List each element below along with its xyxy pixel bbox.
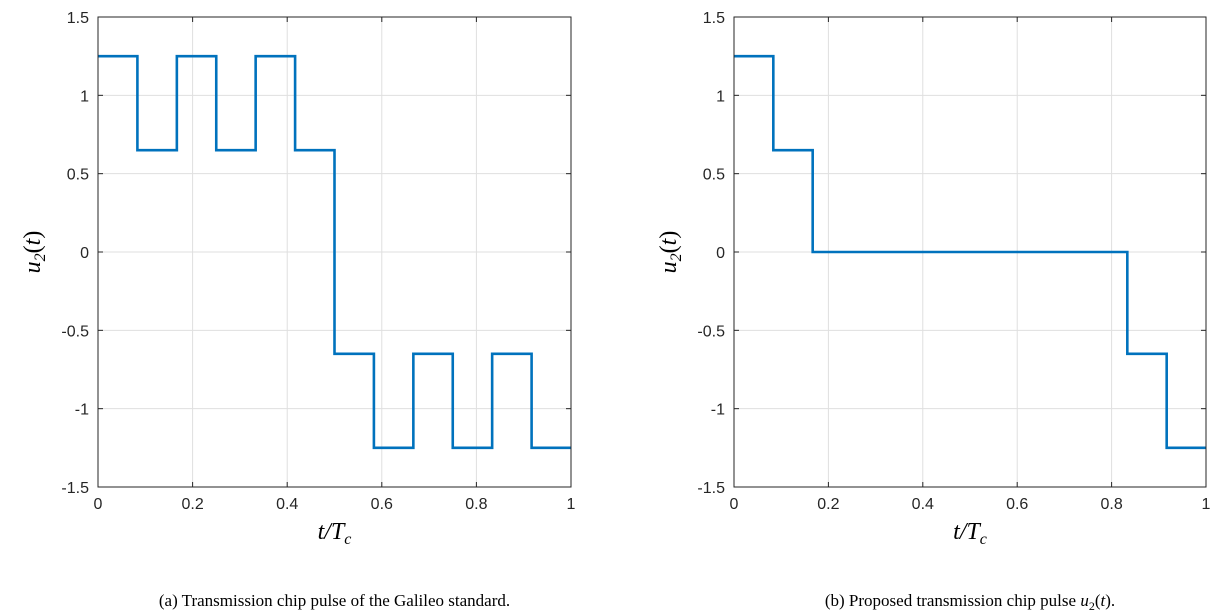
y-tick-label-5: 1 xyxy=(80,88,89,105)
x-tick-label-2: 0.4 xyxy=(276,496,298,513)
series-line-0 xyxy=(98,54,571,450)
x-tick-label-0: 0 xyxy=(94,496,103,513)
y-tick-label-6: 1.5 xyxy=(703,10,725,27)
y-tick-label-2: -0.5 xyxy=(61,323,89,340)
y-tick-label-4: 0.5 xyxy=(67,167,89,184)
x-tick-label-0: 0 xyxy=(730,496,739,513)
y-tick-label-2: -0.5 xyxy=(697,323,725,340)
chart-panel-0: 0 0.2 0.4 0.6 0.8 1 -1.5 -1 -0.5 0 0.5 1 1.5 t/Tc u2(t… xyxy=(20,10,576,610)
x-tick-label-1: 0.2 xyxy=(181,496,203,513)
y-tick-label-1: -1 xyxy=(711,402,725,419)
y-tick-label-0: -1.5 xyxy=(697,480,725,497)
y-tick-label-5: 1 xyxy=(716,88,725,105)
y-tick-label-3: 0 xyxy=(80,245,89,262)
y-axis-label: u2(t) xyxy=(20,231,49,274)
x-tick-label-1: 0.2 xyxy=(817,496,839,513)
chart-panel-1: 0 0.2 0.4 0.6 0.8 1 -1.5 -1 -0.5 0 0.5 1 1.5 t/Tc u2(t… xyxy=(656,10,1211,613)
x-tick-label-4: 0.8 xyxy=(465,496,487,513)
y-tick-label-3: 0 xyxy=(716,245,725,262)
y-tick-label-1: -1 xyxy=(75,402,89,419)
x-tick-label-3: 0.6 xyxy=(371,496,393,513)
y-tick-label-4: 0.5 xyxy=(703,167,725,184)
figure-caption: (a) Transmission chip pulse of the Galil… xyxy=(159,591,510,610)
x-axis-label: t/Tc xyxy=(953,519,987,548)
x-tick-label-2: 0.4 xyxy=(912,496,934,513)
series-line-0 xyxy=(734,54,1206,450)
x-tick-label-4: 0.8 xyxy=(1100,496,1122,513)
x-tick-label-5: 1 xyxy=(1202,496,1211,513)
y-tick-label-0: -1.5 xyxy=(61,480,89,497)
y-axis-label: u2(t) xyxy=(656,231,685,274)
x-tick-label-5: 1 xyxy=(567,496,576,513)
x-axis-label: t/Tc xyxy=(318,519,352,548)
figure-caption: (b) Proposed transmission chip pulse u2(… xyxy=(825,591,1115,613)
y-tick-label-6: 1.5 xyxy=(67,10,89,27)
x-tick-label-3: 0.6 xyxy=(1006,496,1028,513)
